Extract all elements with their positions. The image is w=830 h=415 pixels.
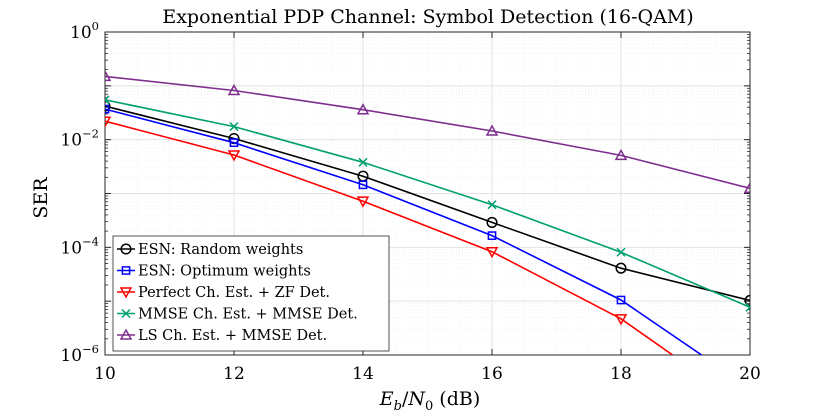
data-point-esn-optimum-weights bbox=[229, 138, 239, 148]
x-tick-label: 16 bbox=[481, 364, 503, 384]
legend-box bbox=[112, 235, 390, 352]
data-point-esn-optimum-weights bbox=[616, 295, 626, 305]
series-line-ls-ch-est-mmse-det bbox=[105, 75, 750, 190]
legend-item-esn-optimum-weights: ESN: Optimum weights bbox=[117, 264, 311, 280]
data-point-ls-ch-est-mmse-det bbox=[743, 181, 750, 194]
legend: ESN: Random weights ESN: Optimum weights P… bbox=[112, 235, 390, 352]
series-esn-optimum-weights bbox=[105, 104, 703, 355]
data-point-mmse-ch-est-mmse-det bbox=[105, 95, 110, 105]
legend-marker bbox=[120, 243, 132, 255]
series-line-esn-random-weights bbox=[105, 105, 750, 302]
data-point-esn-random-weights bbox=[105, 100, 111, 112]
y-tick-label: 10−4 bbox=[60, 234, 99, 258]
x-tick-label: 20 bbox=[739, 364, 761, 384]
data-point-perfect-ch-est-zf-det bbox=[485, 246, 499, 259]
x-axis-label: Eb/N0 (dB) bbox=[379, 388, 481, 414]
data-point-mmse-ch-est-mmse-det bbox=[358, 157, 368, 167]
data-point-ls-ch-est-mmse-det bbox=[227, 83, 241, 96]
series-ls-ch-est-mmse-det bbox=[105, 69, 750, 194]
legend-label: LS Ch. Est. + MMSE Det. bbox=[138, 328, 327, 344]
data-point-mmse-ch-est-mmse-det-stroke bbox=[745, 306, 750, 312]
data-point-esn-optimum-weights bbox=[487, 231, 497, 240]
data-point-mmse-ch-est-mmse-det-stroke bbox=[229, 122, 239, 132]
data-point-perfect-ch-est-zf-det bbox=[614, 314, 628, 326]
legend-marker bbox=[121, 308, 131, 319]
y-tick-label: 100 bbox=[70, 19, 99, 43]
legend-label: Perfect Ch. Est. + ZF Det. bbox=[138, 285, 330, 301]
data-point-perfect-ch-est-zf-det bbox=[356, 196, 370, 208]
data-point-ls-ch-est-mmse-det bbox=[356, 103, 370, 115]
x-tick-label: 18 bbox=[610, 364, 632, 384]
data-point-mmse-ch-est-mmse-det-stroke bbox=[105, 98, 110, 105]
data-point-mmse-ch-est-mmse-det bbox=[616, 247, 626, 257]
data-point-esn-random-weights bbox=[615, 262, 627, 274]
legend-label: ESN: Optimum weights bbox=[138, 264, 311, 280]
data-point-ls-ch-est-mmse-det bbox=[614, 148, 628, 161]
y-axis-label: SER bbox=[30, 177, 52, 219]
chart-title: Exponential PDP Channel: Symbol Detectio… bbox=[162, 6, 693, 28]
data-point-mmse-ch-est-mmse-det bbox=[745, 302, 750, 312]
y-tick-label: 10−2 bbox=[60, 127, 99, 151]
data-point-esn-optimum-weights bbox=[105, 104, 110, 114]
series-perfect-ch-est-zf-det bbox=[105, 116, 674, 355]
legend-item-mmse-ch-est-mmse-det: MMSE Ch. Est. + MMSE Det. bbox=[117, 307, 358, 323]
data-point-esn-random-weights bbox=[486, 216, 498, 228]
series-mmse-ch-est-mmse-det bbox=[105, 95, 750, 312]
data-point-esn-optimum-weights bbox=[358, 180, 368, 190]
data-point-mmse-ch-est-mmse-det-stroke bbox=[616, 247, 626, 257]
series-line-mmse-ch-est-mmse-det bbox=[105, 99, 750, 309]
data-point-perfect-ch-est-zf-det bbox=[105, 116, 112, 128]
legend-marker-stroke bbox=[121, 308, 131, 319]
series-line-esn-optimum-weights bbox=[105, 108, 703, 355]
series-layer bbox=[105, 69, 750, 355]
data-point-esn-random-weights bbox=[744, 294, 750, 307]
legend-label: ESN: Random weights bbox=[138, 242, 303, 258]
legend-marker bbox=[119, 287, 133, 299]
x-tick-label: 12 bbox=[223, 364, 245, 384]
x-tick-label: 10 bbox=[94, 364, 116, 384]
data-point-mmse-ch-est-mmse-det-stroke bbox=[745, 302, 750, 309]
series-line-perfect-ch-est-zf-det bbox=[105, 120, 674, 355]
data-point-mmse-ch-est-mmse-det bbox=[229, 122, 239, 132]
y-tick-label: 10−6 bbox=[60, 342, 99, 366]
legend-item-ls-ch-est-mmse-det: LS Ch. Est. + MMSE Det. bbox=[117, 328, 327, 344]
series-esn-random-weights bbox=[105, 100, 750, 307]
data-point-mmse-ch-est-mmse-det-stroke bbox=[105, 95, 110, 101]
data-point-mmse-ch-est-mmse-det bbox=[487, 200, 497, 210]
data-point-mmse-ch-est-mmse-det-stroke bbox=[358, 157, 368, 167]
legend-marker bbox=[121, 266, 131, 275]
data-point-mmse-ch-est-mmse-det-stroke bbox=[487, 200, 497, 210]
tick-labels: 10 12 14 16 18 20 10−6 10−4 10−2 100 bbox=[60, 19, 760, 384]
legend-marker bbox=[119, 328, 133, 340]
legend-item-perfect-ch-est-zf-det: Perfect Ch. Est. + ZF Det. bbox=[117, 285, 330, 301]
data-point-ls-ch-est-mmse-det bbox=[485, 124, 499, 136]
legend-label: MMSE Ch. Est. + MMSE Det. bbox=[138, 307, 358, 323]
x-tick-label: 14 bbox=[352, 364, 374, 384]
data-point-ls-ch-est-mmse-det bbox=[105, 69, 112, 82]
legend-item-esn-random-weights: ESN: Random weights bbox=[117, 242, 303, 258]
data-point-perfect-ch-est-zf-det bbox=[227, 150, 241, 162]
